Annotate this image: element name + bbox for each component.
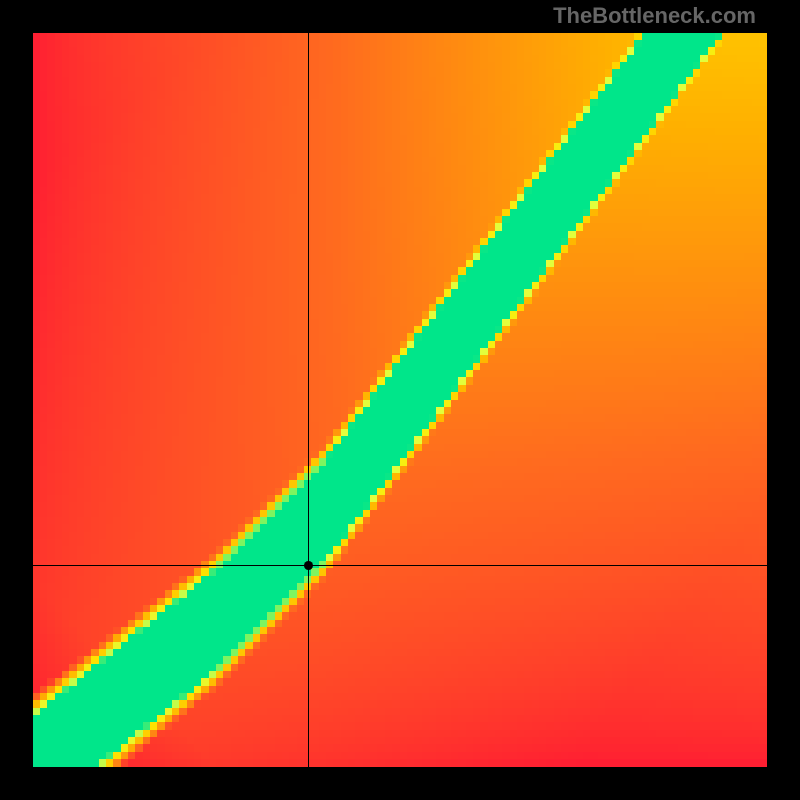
bottleneck-heatmap — [33, 33, 767, 767]
outer-frame: TheBottleneck.com — [0, 0, 800, 800]
watermark-text: TheBottleneck.com — [553, 3, 756, 29]
